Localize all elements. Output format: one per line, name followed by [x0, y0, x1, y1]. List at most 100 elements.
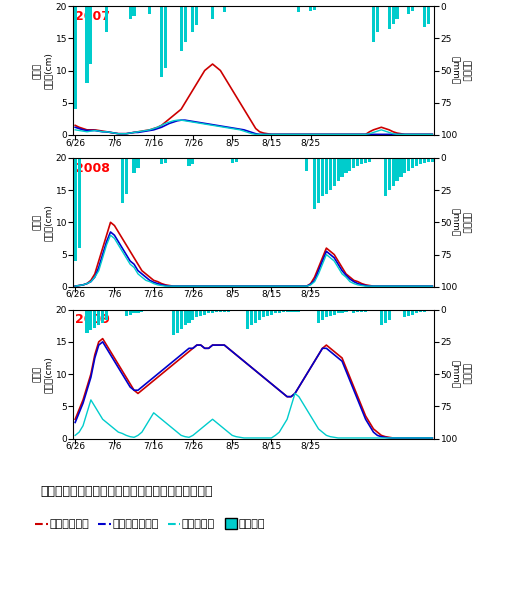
- Bar: [199, 310, 203, 316]
- Bar: [297, 310, 300, 312]
- Bar: [215, 310, 218, 312]
- Bar: [348, 158, 351, 170]
- Bar: [368, 158, 371, 161]
- Text: 7/16: 7/16: [143, 442, 164, 451]
- Bar: [187, 310, 190, 323]
- Text: 7/6: 7/6: [107, 138, 122, 147]
- Bar: [223, 6, 226, 13]
- Bar: [246, 310, 249, 329]
- Bar: [191, 310, 194, 320]
- Bar: [344, 310, 347, 312]
- Bar: [289, 310, 292, 312]
- Bar: [74, 158, 77, 261]
- Bar: [419, 158, 422, 164]
- Bar: [132, 310, 136, 313]
- Bar: [211, 6, 214, 19]
- Bar: [258, 310, 261, 320]
- Bar: [309, 6, 312, 11]
- Bar: [391, 6, 395, 24]
- Bar: [360, 158, 363, 164]
- Bar: [384, 158, 387, 196]
- Bar: [89, 310, 92, 330]
- Text: 8/25: 8/25: [300, 290, 321, 299]
- Bar: [266, 310, 269, 316]
- Bar: [105, 310, 108, 320]
- Y-axis label: 日平均
湛水深(cm): 日平均 湛水深(cm): [33, 52, 53, 89]
- Bar: [136, 310, 139, 313]
- Bar: [352, 310, 356, 313]
- Bar: [423, 6, 426, 26]
- Bar: [164, 158, 167, 163]
- Bar: [388, 310, 391, 320]
- Bar: [129, 6, 132, 19]
- Bar: [317, 310, 320, 323]
- Bar: [164, 6, 167, 68]
- Bar: [344, 158, 347, 173]
- Bar: [297, 6, 300, 13]
- Bar: [285, 310, 289, 312]
- Bar: [211, 310, 214, 313]
- Bar: [136, 158, 139, 168]
- Bar: [125, 158, 128, 194]
- Bar: [321, 310, 324, 320]
- Bar: [129, 310, 132, 315]
- Bar: [132, 6, 136, 16]
- Text: 7/26: 7/26: [183, 442, 203, 451]
- Bar: [140, 310, 143, 312]
- Bar: [85, 310, 88, 333]
- Bar: [176, 310, 179, 333]
- Bar: [333, 158, 336, 186]
- Bar: [423, 310, 426, 312]
- Bar: [403, 310, 407, 317]
- Text: 7/16: 7/16: [143, 138, 164, 147]
- Bar: [219, 310, 222, 312]
- Y-axis label: 日降水量
（mm）: 日降水量 （mm）: [450, 360, 471, 388]
- Bar: [360, 310, 363, 312]
- Bar: [231, 158, 234, 163]
- Bar: [317, 158, 320, 203]
- Bar: [336, 158, 340, 181]
- Bar: [227, 310, 230, 312]
- Bar: [372, 6, 375, 42]
- Text: 围４　銒床上の日平均湯水深および日降水量の推移: 围４ 銒床上の日平均湯水深および日降水量の推移: [40, 485, 213, 499]
- Bar: [407, 158, 411, 170]
- Bar: [411, 6, 414, 11]
- Bar: [195, 310, 198, 317]
- Y-axis label: 日降水量
（mm）: 日降水量 （mm）: [450, 56, 471, 85]
- Bar: [101, 310, 104, 323]
- Bar: [431, 158, 434, 161]
- Bar: [376, 6, 379, 32]
- Y-axis label: 日降水量
（mm）: 日降水量 （mm）: [450, 208, 471, 236]
- Bar: [340, 158, 343, 177]
- Bar: [340, 310, 343, 313]
- Text: 7/6: 7/6: [107, 290, 122, 299]
- Bar: [183, 310, 187, 325]
- Bar: [195, 6, 198, 25]
- Bar: [180, 6, 183, 51]
- Bar: [419, 310, 422, 312]
- Text: 6/26: 6/26: [65, 138, 85, 147]
- Bar: [395, 6, 398, 19]
- Bar: [254, 310, 257, 323]
- Text: 2009: 2009: [75, 313, 110, 326]
- Bar: [329, 158, 332, 190]
- Bar: [415, 158, 418, 166]
- Bar: [180, 310, 183, 329]
- Bar: [391, 158, 395, 186]
- Bar: [125, 310, 128, 316]
- Bar: [207, 310, 210, 313]
- Bar: [262, 310, 265, 317]
- Text: 8/5: 8/5: [225, 442, 239, 451]
- Bar: [183, 6, 187, 42]
- Bar: [313, 6, 316, 10]
- Text: 2008: 2008: [75, 161, 110, 175]
- Text: 8/25: 8/25: [300, 138, 321, 147]
- Bar: [352, 158, 356, 168]
- Bar: [191, 6, 194, 32]
- Text: ：排水改善区、: ：排水改善区、: [113, 519, 159, 529]
- Text: 7/16: 7/16: [143, 290, 164, 299]
- Bar: [329, 310, 332, 316]
- Bar: [356, 158, 360, 166]
- Bar: [191, 158, 194, 164]
- Bar: [388, 158, 391, 190]
